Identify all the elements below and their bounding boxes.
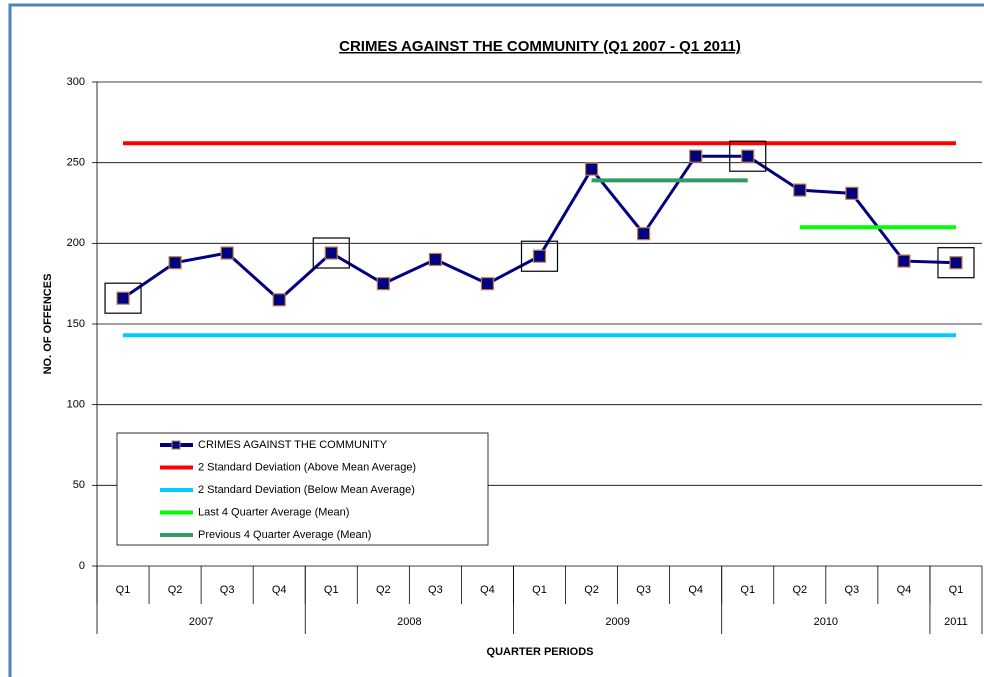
point-marker (220, 246, 234, 260)
x-tick-label: Q4 (480, 584, 495, 596)
highlight-box (104, 282, 142, 314)
point-marker (793, 183, 807, 197)
x-tick-label: Q3 (636, 584, 651, 596)
x-tick-label: Q1 (949, 584, 964, 596)
legend-label: Last 4 Quarter Average (Mean) (198, 506, 349, 518)
chart-title: CRIMES AGAINST THE COMMUNITY (Q1 2007 - … (339, 38, 741, 55)
highlight-box (520, 240, 559, 272)
x-tick-label: Q1 (740, 584, 755, 596)
legend-label: CRIMES AGAINST THE COMMUNITY (198, 439, 388, 451)
x-tick-label: Q2 (376, 584, 391, 596)
year-label: 2007 (189, 616, 213, 628)
x-tick-label: Q4 (897, 584, 912, 596)
frame (8, 3, 984, 677)
y-tick-label: 0 (79, 560, 85, 572)
x-tick-label: Q1 (116, 584, 131, 596)
point-marker (741, 149, 755, 163)
legend-label: 2 Standard Deviation (Above Mean Average… (198, 461, 416, 473)
year-label: 2009 (605, 616, 629, 628)
x-tick-label: Q2 (584, 584, 599, 596)
x-tick-label: Q3 (220, 584, 235, 596)
point-marker (480, 277, 495, 291)
point-marker (897, 254, 911, 268)
year-label: 2010 (814, 616, 838, 628)
y-tick-label: 200 (67, 237, 85, 249)
point-marker (845, 186, 859, 200)
x-tick-label: Q1 (324, 584, 339, 596)
legend-label: Previous 4 Quarter Average (Mean) (198, 529, 371, 541)
x-tick-label: Q4 (272, 584, 287, 596)
point-marker (637, 227, 651, 241)
x-tick-label: Q3 (428, 584, 443, 596)
point-marker (949, 256, 963, 270)
x-tick-label: Q2 (792, 584, 807, 596)
y-tick-label: 300 (67, 76, 85, 88)
y-axis-label: NO. OF OFFENCES (42, 274, 54, 375)
point-marker (584, 162, 599, 176)
legend-label: 2 Standard Deviation (Below Mean Average… (198, 484, 415, 496)
point-marker (532, 249, 547, 263)
point-marker (689, 149, 703, 163)
y-tick-label: 250 (67, 157, 85, 169)
point-marker (376, 277, 390, 291)
x-axis-label: QUARTER PERIODS (487, 646, 594, 658)
y-tick-label: 100 (67, 399, 85, 411)
x-tick-label: Q2 (168, 584, 183, 596)
point-marker (272, 293, 286, 307)
highlight-box (937, 247, 975, 279)
highlight-box (729, 140, 767, 172)
x-tick-label: Q4 (688, 584, 703, 596)
year-label: 2011 (944, 616, 968, 628)
year-label: 2008 (397, 616, 421, 628)
y-tick-label: 50 (73, 479, 85, 491)
point-marker (428, 252, 442, 267)
legend-marker (171, 440, 181, 450)
point-marker (168, 256, 182, 270)
x-tick-label: Q1 (532, 584, 547, 596)
highlight-box (312, 237, 350, 269)
point-marker (324, 246, 338, 260)
point-marker (116, 291, 130, 305)
x-tick-label: Q3 (845, 584, 860, 596)
y-tick-label: 150 (67, 318, 85, 330)
